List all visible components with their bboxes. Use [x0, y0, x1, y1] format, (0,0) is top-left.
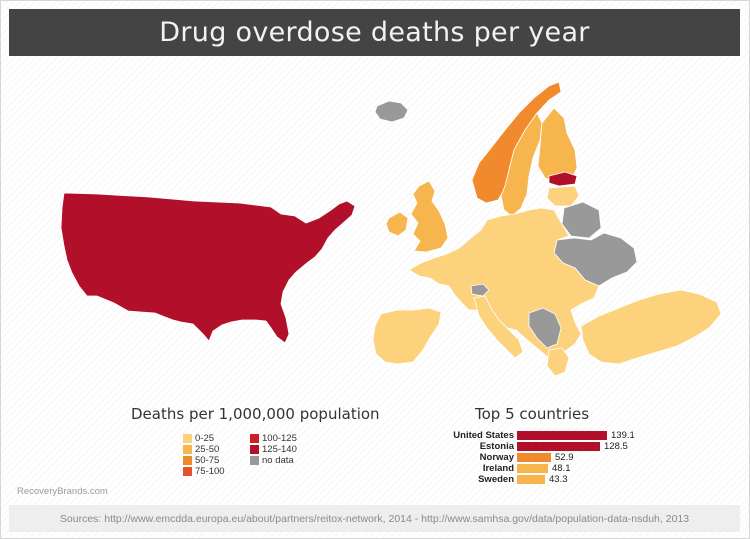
bar-row: Sweden 43.3 — [420, 473, 568, 485]
region-baltics — [546, 185, 580, 207]
top5-bar-chart: United States 139.1 Estonia 128.5 Norway… — [420, 430, 650, 490]
bar — [517, 441, 600, 451]
legend-label: no data — [262, 455, 294, 466]
region-belarus — [561, 201, 602, 239]
legend-item: 75-100 — [183, 466, 225, 477]
legend-swatch — [183, 467, 192, 476]
region-iberia — [372, 307, 442, 365]
legend-item: 125-140 — [250, 444, 297, 455]
bar-value: 43.3 — [549, 473, 568, 485]
bar-row: United States 139.1 — [420, 429, 635, 441]
bar — [517, 430, 607, 440]
bar-country: Norway — [479, 451, 514, 463]
legend-item: no data — [250, 455, 294, 466]
region-balkans — [528, 307, 562, 349]
legend-label: 100-125 — [262, 433, 297, 444]
bar-country: United States — [453, 429, 514, 441]
legend-item: 0-25 — [183, 433, 214, 444]
region-sweden — [500, 112, 543, 217]
legend-label: 125-140 — [262, 444, 297, 455]
bar-country: Estonia — [479, 440, 514, 452]
bar-value: 52.9 — [555, 451, 574, 463]
region-norway — [471, 81, 562, 204]
bar — [517, 463, 548, 473]
bar-value: 128.5 — [604, 440, 628, 452]
brand-credit: RecoveryBrands.com — [17, 486, 108, 497]
legend-title: Deaths per 1,000,000 population — [131, 405, 380, 423]
region-united-kingdom — [410, 180, 449, 253]
region-ireland — [385, 211, 409, 237]
region-united-states — [60, 192, 356, 344]
legend-item: 100-125 — [250, 433, 297, 444]
legend-swatch — [250, 434, 259, 443]
legend-label: 0-25 — [195, 433, 215, 444]
bar — [517, 452, 551, 462]
region-turkey — [580, 289, 722, 365]
legend-item: 50-75 — [183, 455, 219, 466]
bar-country: Ireland — [482, 462, 514, 474]
bar-value: 139.1 — [611, 429, 635, 441]
bar-row: Estonia 128.5 — [420, 440, 628, 452]
region-iceland — [374, 100, 409, 123]
map — [60, 81, 722, 377]
legend-swatch — [250, 445, 259, 454]
legend-swatch — [183, 445, 192, 454]
region-greece — [546, 347, 570, 377]
top5-title: Top 5 countries — [475, 405, 590, 423]
legend-item: 25-50 — [183, 444, 219, 455]
sources-footer: Sources: http://www.emcdda.europa.eu/abo… — [9, 505, 740, 532]
region-finland — [537, 107, 578, 183]
legend-swatch — [183, 434, 192, 443]
bar-value: 48.1 — [552, 462, 571, 474]
map-title: Drug overdose deaths per year — [159, 17, 590, 48]
bar — [517, 474, 545, 484]
legend-swatch — [250, 456, 259, 465]
region-estonia — [548, 171, 578, 187]
sources-text: Sources: http://www.emcdda.europa.eu/abo… — [59, 512, 690, 525]
bar-row: Norway 52.9 — [420, 451, 574, 463]
title-bar: Drug overdose deaths per year — [9, 9, 740, 56]
bar-country: Sweden — [478, 473, 514, 485]
legend-label: 75-100 — [195, 466, 225, 477]
legend-label: 50-75 — [195, 455, 220, 466]
region-italy — [473, 295, 524, 359]
legend-label: 25-50 — [195, 444, 220, 455]
region-switzerland — [470, 283, 490, 297]
legend-swatch — [183, 456, 192, 465]
legend: 0-25 25-50 50-75 75-100 100-125 125-140 … — [183, 433, 333, 481]
bar-row: Ireland 48.1 — [420, 462, 571, 474]
